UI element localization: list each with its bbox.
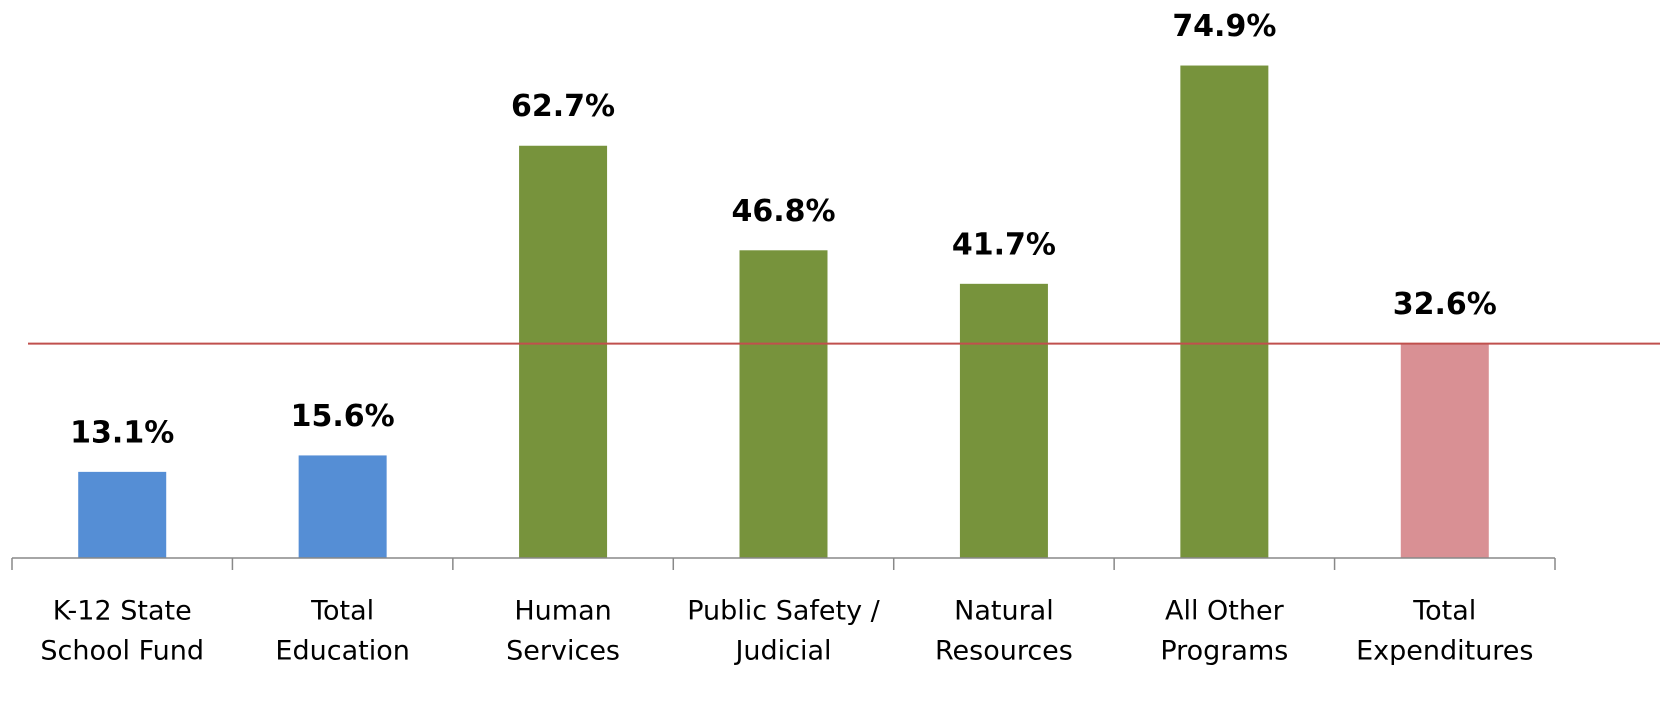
x-tick-label: Total	[310, 596, 374, 627]
x-tick-label: Total	[1412, 596, 1476, 627]
x-tick-label: Programs	[1160, 636, 1288, 667]
bar	[519, 145, 608, 558]
x-tick-label: Natural	[954, 596, 1054, 627]
bar	[959, 283, 1048, 558]
value-label: 74.9%	[1172, 9, 1276, 44]
value-label: 41.7%	[952, 227, 1056, 262]
x-tick-label: Education	[275, 636, 409, 667]
bar	[298, 455, 387, 558]
x-tick-label: Judicial	[733, 636, 831, 667]
bar	[739, 250, 828, 559]
x-tick-label: K-12 State	[53, 596, 192, 627]
bar	[1180, 65, 1269, 558]
x-tick-label: Expenditures	[1356, 636, 1533, 667]
value-label: 13.1%	[70, 415, 174, 450]
value-label: 32.6%	[1393, 287, 1497, 322]
x-tick-label: All Other	[1165, 596, 1285, 627]
bar	[78, 471, 167, 558]
x-tick-label: Public Safety /	[687, 596, 880, 627]
value-label: 62.7%	[511, 89, 615, 124]
x-tick-label: School Fund	[40, 636, 204, 667]
bar	[1400, 343, 1489, 558]
x-tick-label: Services	[506, 636, 620, 667]
value-label: 46.8%	[731, 194, 835, 229]
x-tick-label: Human	[514, 596, 611, 627]
x-tick-label: Resources	[935, 636, 1073, 667]
value-label: 15.6%	[291, 399, 395, 434]
